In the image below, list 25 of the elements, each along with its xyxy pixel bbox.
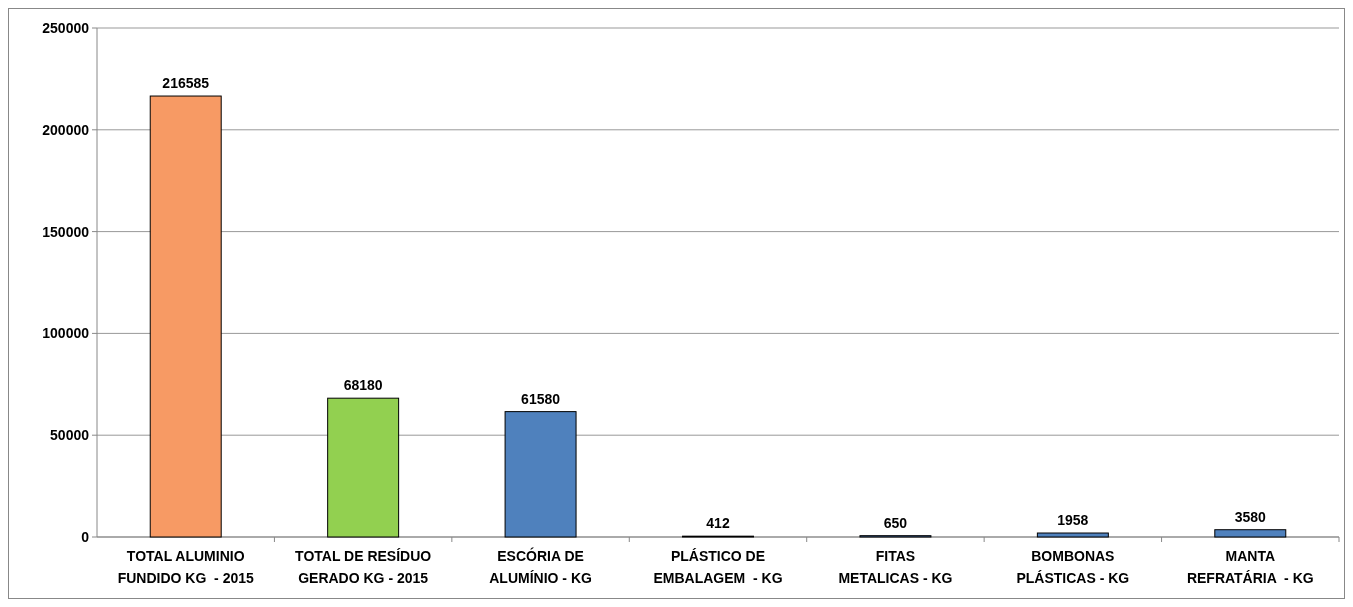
bar: [504, 411, 577, 538]
x-tick-label: TOTAL DE RESÍDUO GERADO KG - 2015: [295, 548, 432, 586]
data-label: 61580: [521, 390, 561, 407]
data-label: 412: [706, 515, 730, 532]
data-label: 3580: [1234, 508, 1267, 525]
x-tick-label: MANTA REFRATÁRIA - KG: [1186, 548, 1314, 586]
data-label: 650: [883, 514, 908, 531]
y-tick-label: 100000: [42, 325, 90, 342]
bar: [149, 95, 222, 538]
x-tick-label: TOTAL ALUMINIO FUNDIDO KG - 2015: [117, 548, 254, 586]
y-tick-label: 0: [81, 528, 90, 545]
x-tick-label: ESCÓRIA DE ALUMÍNIO - KG: [489, 547, 593, 586]
x-tick-label: PLÁSTICO DE EMBALAGEM - KG: [653, 548, 783, 586]
y-tick-label: 250000: [42, 19, 90, 36]
y-tick-label: 150000: [42, 223, 90, 240]
data-label: 216585: [162, 75, 210, 92]
y-tick-label: 200000: [42, 121, 90, 138]
data-label: 68180: [343, 377, 383, 394]
y-tick-label: 50000: [50, 427, 90, 444]
data-label: 1958: [1057, 512, 1089, 529]
bar: [1214, 529, 1287, 538]
x-tick-label: FITAS METALICAS - KG: [838, 548, 953, 586]
bar: [1036, 532, 1109, 538]
bar: [327, 397, 400, 538]
x-tick-label: BOMBONAS PLÁSTICAS - KG: [1016, 548, 1130, 586]
